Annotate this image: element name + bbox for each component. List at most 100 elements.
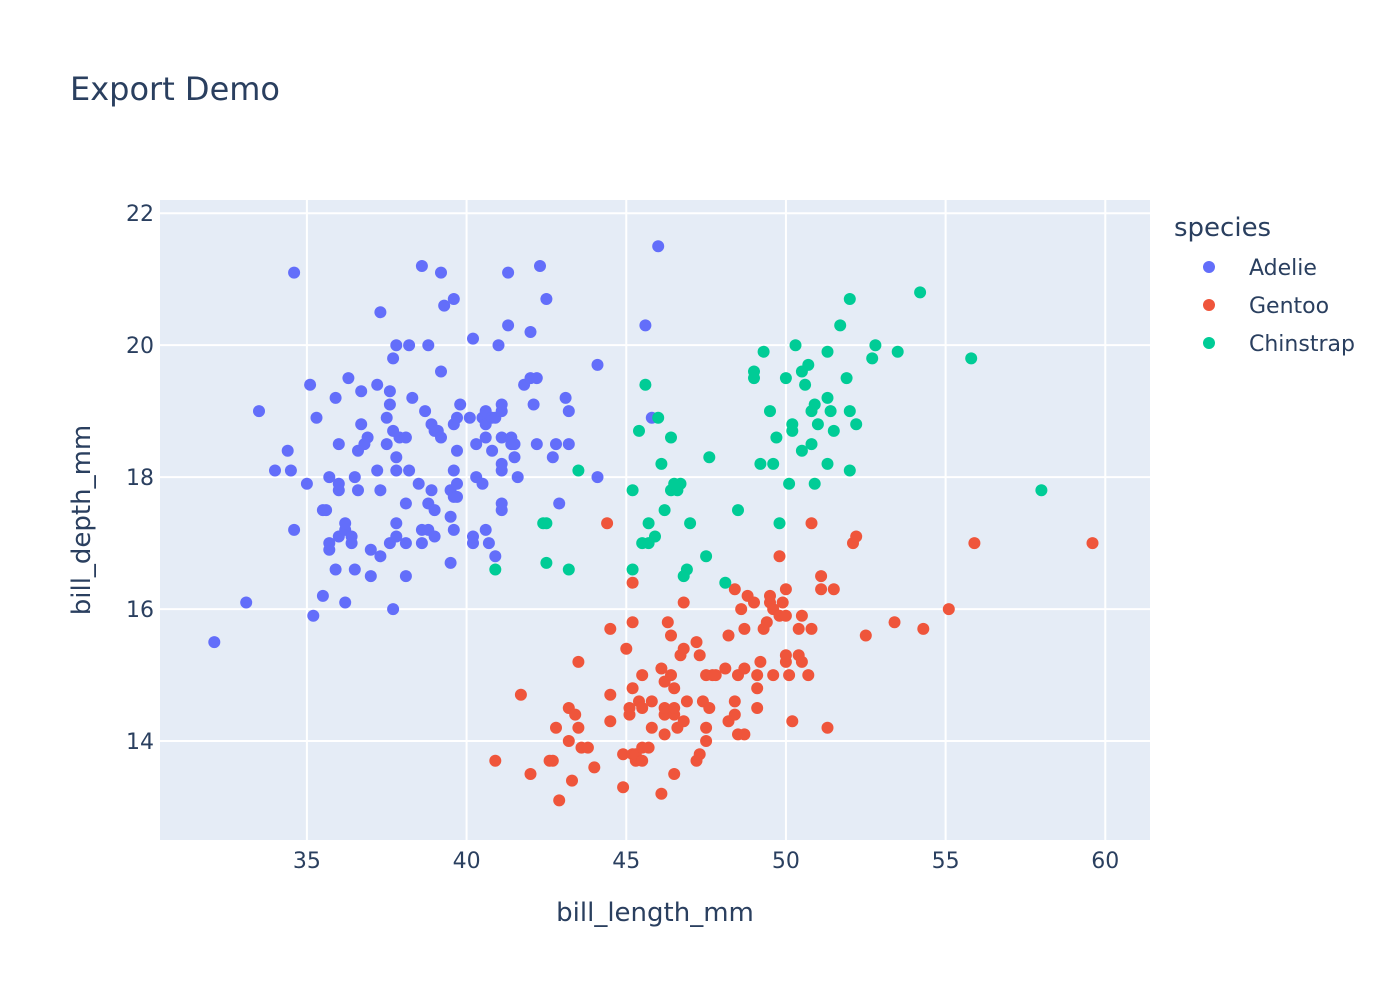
data-point-adelie[interactable]	[495, 398, 508, 411]
data-point-adelie[interactable]	[374, 306, 387, 319]
data-point-chinstrap[interactable]	[626, 563, 639, 576]
data-point-adelie[interactable]	[444, 510, 457, 523]
data-point-adelie[interactable]	[399, 570, 412, 583]
data-point-adelie[interactable]	[435, 365, 447, 378]
data-point-chinstrap[interactable]	[680, 563, 693, 576]
data-point-chinstrap[interactable]	[843, 405, 856, 418]
data-point-adelie[interactable]	[463, 411, 476, 424]
data-point-adelie[interactable]	[339, 517, 352, 530]
data-point-adelie[interactable]	[451, 444, 463, 457]
legend[interactable]: species Adelie Gentoo Chinstrap	[1174, 213, 1355, 357]
data-point-adelie[interactable]	[479, 523, 492, 536]
data-point-chinstrap[interactable]	[1035, 484, 1048, 497]
legend-item-adelie[interactable]: Adelie	[1203, 256, 1317, 281]
data-point-adelie[interactable]	[438, 299, 451, 312]
data-point-gentoo[interactable]	[661, 616, 674, 629]
data-point-chinstrap[interactable]	[674, 477, 687, 490]
data-point-gentoo[interactable]	[779, 649, 792, 662]
data-point-adelie[interactable]	[380, 411, 393, 424]
data-point-gentoo[interactable]	[754, 655, 767, 668]
data-point-adelie[interactable]	[348, 563, 361, 576]
data-point-adelie[interactable]	[288, 523, 301, 536]
data-point-adelie[interactable]	[310, 411, 323, 424]
data-point-chinstrap[interactable]	[850, 418, 863, 431]
data-point-gentoo[interactable]	[588, 761, 601, 774]
data-point-gentoo[interactable]	[572, 655, 585, 668]
data-point-gentoo[interactable]	[665, 669, 677, 682]
data-point-adelie[interactable]	[339, 596, 352, 609]
data-point-adelie[interactable]	[320, 504, 333, 517]
data-point-chinstrap[interactable]	[824, 405, 837, 418]
data-point-gentoo[interactable]	[728, 695, 741, 708]
data-point-gentoo[interactable]	[767, 669, 780, 682]
data-point-adelie[interactable]	[348, 471, 361, 484]
data-point-adelie[interactable]	[399, 497, 412, 510]
data-point-adelie[interactable]	[412, 477, 425, 490]
data-point-gentoo[interactable]	[604, 622, 617, 635]
data-point-gentoo[interactable]	[795, 655, 808, 668]
data-point-adelie[interactable]	[323, 537, 336, 550]
data-point-gentoo[interactable]	[626, 616, 639, 629]
data-point-adelie[interactable]	[591, 471, 604, 484]
data-point-gentoo[interactable]	[751, 669, 764, 682]
data-point-chinstrap[interactable]	[649, 530, 661, 543]
data-point-chinstrap[interactable]	[684, 517, 697, 530]
data-point-gentoo[interactable]	[805, 622, 818, 635]
data-point-adelie[interactable]	[502, 319, 515, 332]
data-point-gentoo[interactable]	[604, 688, 617, 701]
data-point-adelie[interactable]	[422, 339, 435, 352]
data-point-chinstrap[interactable]	[821, 391, 834, 404]
data-point-gentoo[interactable]	[917, 622, 930, 635]
data-point-gentoo[interactable]	[617, 748, 630, 761]
data-point-gentoo[interactable]	[751, 702, 764, 714]
data-point-chinstrap[interactable]	[626, 484, 639, 497]
data-point-adelie[interactable]	[508, 438, 521, 451]
data-point-adelie[interactable]	[269, 464, 281, 477]
data-point-gentoo[interactable]	[751, 682, 764, 695]
data-point-adelie[interactable]	[380, 438, 393, 451]
data-point-adelie[interactable]	[253, 405, 265, 418]
data-point-gentoo[interactable]	[802, 669, 815, 682]
data-point-adelie[interactable]	[591, 358, 604, 371]
data-point-chinstrap[interactable]	[770, 431, 783, 444]
data-point-gentoo[interactable]	[795, 609, 808, 622]
data-point-gentoo[interactable]	[786, 715, 799, 728]
data-point-chinstrap[interactable]	[540, 556, 553, 569]
data-point-gentoo[interactable]	[658, 728, 671, 741]
data-point-adelie[interactable]	[371, 378, 384, 391]
data-point-chinstrap[interactable]	[808, 477, 821, 490]
data-point-adelie[interactable]	[355, 418, 368, 431]
data-point-chinstrap[interactable]	[700, 550, 713, 563]
data-point-gentoo[interactable]	[859, 629, 872, 642]
data-point-adelie[interactable]	[419, 405, 432, 418]
data-point-adelie[interactable]	[284, 464, 297, 477]
data-point-adelie[interactable]	[345, 530, 358, 543]
data-point-adelie[interactable]	[495, 497, 508, 510]
data-point-gentoo[interactable]	[703, 702, 716, 714]
data-point-chinstrap[interactable]	[703, 451, 716, 464]
data-point-gentoo[interactable]	[514, 688, 527, 701]
data-point-adelie[interactable]	[329, 563, 342, 576]
data-point-chinstrap[interactable]	[655, 457, 668, 470]
data-point-adelie[interactable]	[467, 530, 479, 543]
data-point-chinstrap[interactable]	[843, 293, 856, 305]
data-point-gentoo[interactable]	[700, 735, 713, 747]
data-point-adelie[interactable]	[502, 266, 515, 279]
data-point-adelie[interactable]	[495, 431, 508, 444]
data-point-gentoo[interactable]	[581, 741, 594, 754]
data-point-adelie[interactable]	[508, 451, 521, 464]
data-point-gentoo[interactable]	[709, 669, 722, 682]
data-point-chinstrap[interactable]	[821, 457, 834, 470]
data-point-adelie[interactable]	[374, 550, 387, 563]
data-point-gentoo[interactable]	[636, 702, 649, 714]
data-point-chinstrap[interactable]	[783, 477, 796, 490]
data-point-adelie[interactable]	[383, 385, 396, 398]
data-point-adelie[interactable]	[428, 504, 441, 517]
data-point-adelie[interactable]	[300, 477, 313, 490]
data-point-adelie[interactable]	[546, 451, 559, 464]
data-point-adelie[interactable]	[399, 431, 412, 444]
data-point-adelie[interactable]	[562, 405, 575, 418]
data-point-adelie[interactable]	[208, 636, 221, 649]
data-point-adelie[interactable]	[390, 464, 403, 477]
data-point-chinstrap[interactable]	[827, 424, 840, 437]
